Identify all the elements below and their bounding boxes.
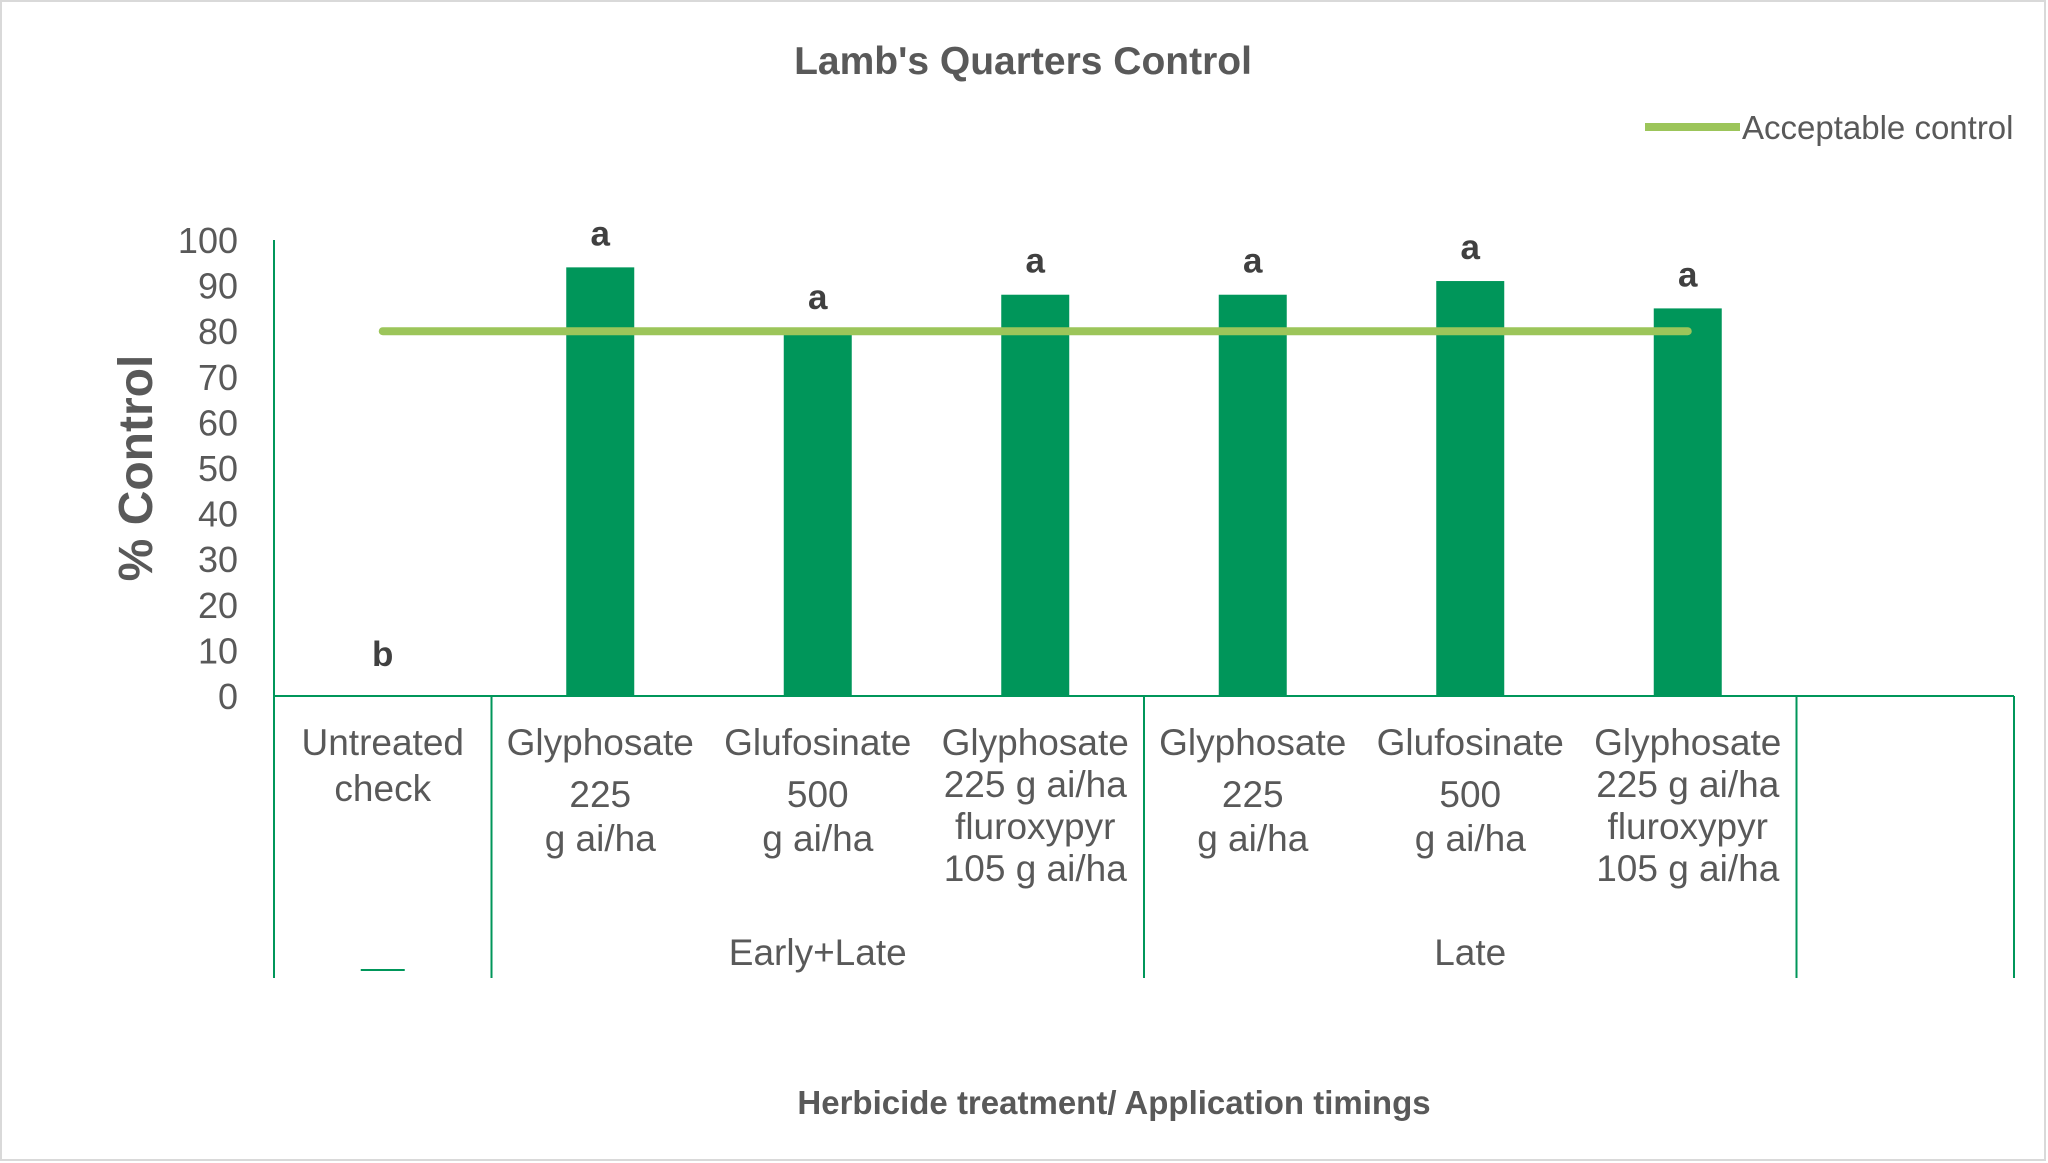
bar xyxy=(1218,294,1287,696)
category-label-line: Glyphosate xyxy=(1159,722,1346,763)
y-tick-label: 70 xyxy=(198,357,238,398)
category-label-line: 500 xyxy=(1439,774,1501,815)
significance-letter: a xyxy=(1243,242,1263,281)
y-tick-label: 90 xyxy=(198,266,238,307)
y-tick-label: 50 xyxy=(198,448,238,489)
category-label-line: g ai/ha xyxy=(1415,818,1527,859)
axes xyxy=(273,240,2015,978)
category-label-line: 225 g ai/ha xyxy=(944,764,1128,805)
bar xyxy=(1001,294,1070,696)
significance-letter: a xyxy=(808,278,828,317)
significance-letter: a xyxy=(1461,228,1481,267)
bar xyxy=(1436,281,1505,696)
category-label-line: Glyphosate xyxy=(942,722,1129,763)
category-label-line: 225 xyxy=(569,774,631,815)
bar xyxy=(566,267,635,696)
category-label-line: Untreated xyxy=(302,722,465,763)
bar xyxy=(783,331,852,696)
y-tick-label: 0 xyxy=(218,676,238,717)
significance-letter: b xyxy=(372,635,393,674)
significance-letter: a xyxy=(1678,255,1698,294)
category-label-line: g ai/ha xyxy=(762,818,874,859)
y-axis-title: % Control xyxy=(110,355,163,582)
legend: Acceptable control xyxy=(1645,109,2014,146)
category-label-line: 105 g ai/ha xyxy=(944,848,1128,889)
chart-title: Lamb's Quarters Control xyxy=(794,40,1252,83)
y-tick-label: 60 xyxy=(198,402,238,443)
category-label-line: 225 g ai/ha xyxy=(1596,764,1780,805)
bar xyxy=(1653,308,1722,696)
category-label-line: Glufosinate xyxy=(1377,722,1564,763)
category-label-line: fluroxypyr xyxy=(1608,806,1768,847)
y-tick-label: 40 xyxy=(198,494,238,535)
group-label: Late xyxy=(1434,932,1506,973)
category-label-line: check xyxy=(334,768,431,809)
category-label-line: 105 g ai/ha xyxy=(1596,848,1780,889)
y-tick-label: 100 xyxy=(178,220,238,261)
category-label-line: Glyphosate xyxy=(507,722,694,763)
category-label-line: 500 xyxy=(787,774,849,815)
y-tick-label: 80 xyxy=(198,311,238,352)
category-label-line: fluroxypyr xyxy=(955,806,1115,847)
bars xyxy=(566,267,1722,696)
legend-label: Acceptable control xyxy=(1742,109,2014,146)
x-axis-title: Herbicide treatment/ Application timings xyxy=(797,1084,1430,1121)
significance-letter: a xyxy=(1026,242,1046,281)
group-labels: Early+Late Late xyxy=(729,932,1506,973)
category-label-line: g ai/ha xyxy=(545,818,657,859)
y-tick-label: 10 xyxy=(198,630,238,671)
category-label-line: Glufosinate xyxy=(724,722,911,763)
category-label-line: g ai/ha xyxy=(1197,818,1309,859)
significance-labels: b a a a a a a xyxy=(372,214,1698,674)
category-label-line: 225 xyxy=(1222,774,1284,815)
category-label-line: Glyphosate xyxy=(1594,722,1781,763)
significance-letter: a xyxy=(591,214,611,253)
y-tick-label: 30 xyxy=(198,539,238,580)
y-tick-label: 20 xyxy=(198,585,238,626)
group-label: Early+Late xyxy=(729,932,907,973)
